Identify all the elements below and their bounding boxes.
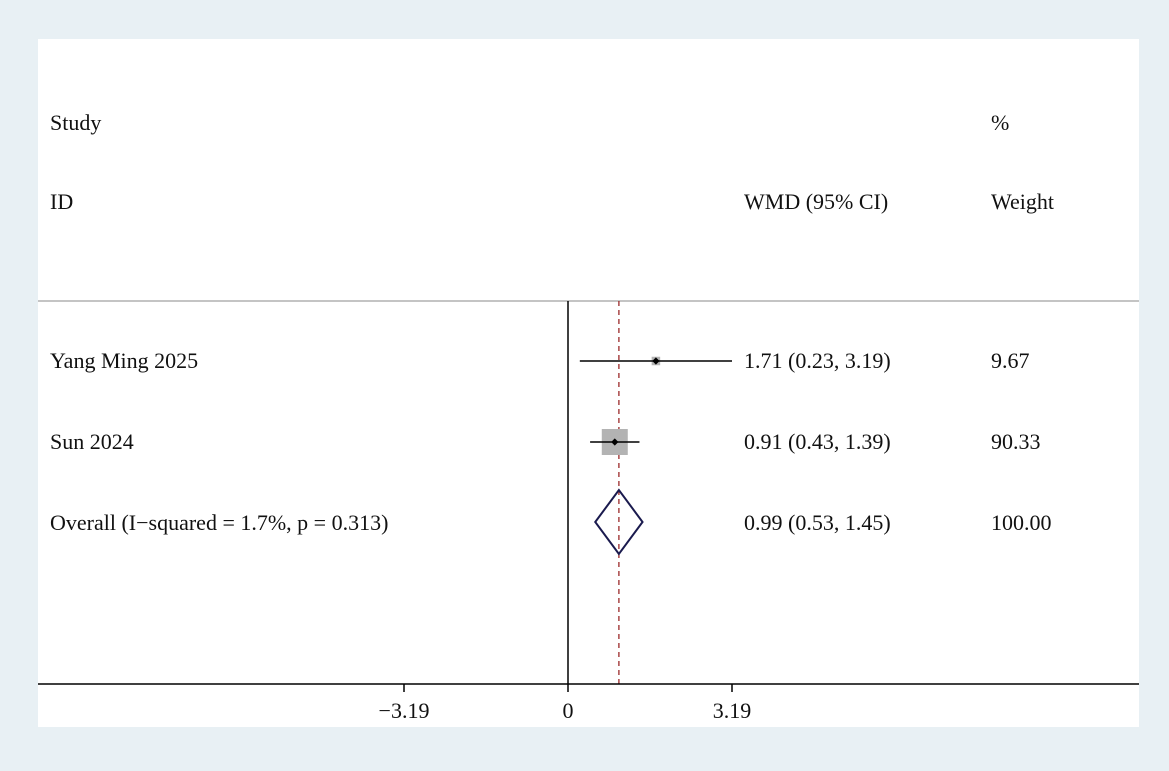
x-tick-label: 3.19 [713,698,752,723]
x-tick-label: 0 [563,698,574,723]
study-label: Yang Ming 2025 [50,348,198,373]
study-label: Sun 2024 [50,429,134,454]
overall-label: Overall (I−squared = 1.7%, p = 0.313) [50,510,388,535]
x-tick-label: −3.19 [379,698,430,723]
study-row: Yang Ming 2025 1.71 (0.23, 3.19) 9.67 [50,348,1030,373]
header-effect: WMD (95% CI) [744,189,888,214]
overall-diamond [594,488,644,556]
study-ci-text: 1.71 (0.23, 3.19) [744,348,891,373]
header-percent: % [991,110,1009,135]
header-study: Study [50,110,101,135]
forest-plot: Study ID WMD (95% CI) % Weight Yang Ming… [38,110,1139,723]
header-weight: Weight [991,189,1054,214]
overall-ci-text: 0.99 (0.53, 1.45) [744,510,891,535]
forest-plot-panel: Study ID WMD (95% CI) % Weight Yang Ming… [38,39,1139,727]
x-axis-ticks: −3.19 0 3.19 [379,684,752,723]
overall-weight-text: 100.00 [991,510,1052,535]
study-row: Sun 2024 0.91 (0.43, 1.39) 90.33 [50,429,1041,455]
study-ci-text: 0.91 (0.43, 1.39) [744,429,891,454]
study-weight-text: 9.67 [991,348,1030,373]
study-rows: Yang Ming 2025 1.71 (0.23, 3.19) 9.67 Sun 2… [50,348,1041,455]
study-point-estimate [611,438,619,446]
study-point-estimate [652,357,660,365]
header-id: ID [50,189,73,214]
study-weight-text: 90.33 [991,429,1041,454]
